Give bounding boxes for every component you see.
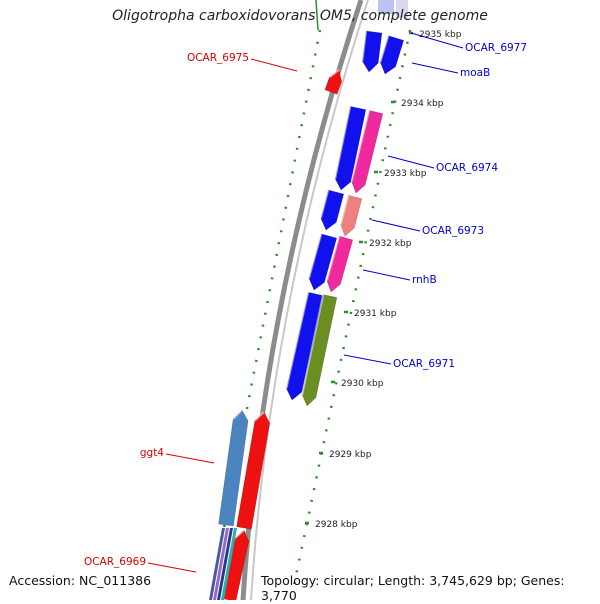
gene-moab-arrow-highlight (379, 35, 390, 63)
gene-name: OCAR_6977 (465, 42, 527, 54)
tick-label: 2928 kbp (315, 520, 358, 530)
gene-name: OCAR_6975 (187, 52, 249, 64)
gene-ocar6971-arrow (285, 291, 325, 401)
gene-small-stripe-2 (213, 528, 229, 600)
tick-label: 2935 kbp (419, 30, 462, 40)
gene-ocar6971-arrow-highlight (285, 292, 310, 389)
tick-mark: 2931 kbp (344, 309, 397, 319)
gene-name: moaB (460, 67, 490, 79)
tick-label: 2929 kbp (329, 450, 372, 460)
gene-small-stripe-4 (221, 528, 237, 600)
gene-small-stripe-1 (209, 528, 225, 600)
gene-ggt4-arrow-highlight (232, 409, 243, 420)
tick-mark: 2929 kbp (319, 450, 372, 460)
leader-line (250, 58, 298, 72)
gene-ocar6973-arrow-highlight (319, 189, 330, 219)
leader-line (410, 32, 464, 49)
gene-small-stripe-3 (217, 528, 233, 600)
gene-name: OCAR_6969 (84, 556, 146, 568)
tick-label: 2930 kbp (341, 379, 384, 389)
leader-line (371, 219, 421, 232)
tick-label: 2931 kbp (354, 309, 397, 319)
gene-ocar6975-arrow (324, 69, 343, 95)
gene-pink-a (350, 109, 384, 194)
gene-name: OCAR_6973 (422, 225, 484, 237)
leader-line (147, 562, 197, 573)
gene-olive (301, 294, 338, 407)
gene-label-ocar-6969: OCAR_6969 (84, 556, 197, 573)
gene-olive-highlight (301, 294, 325, 395)
topology-label: Topology: circular; Length: 3,745,629 bp… (261, 573, 565, 603)
gene-ocar6975-arrow-highlight (328, 69, 340, 78)
gene-ggt4-arrow (218, 409, 249, 527)
gene-rnhb-arrow-highlight (308, 233, 323, 279)
gene-pink-a-highlight (350, 110, 371, 182)
tick-mark: 2932 kbp (359, 239, 412, 249)
gene-ocar6973-arrow (319, 189, 345, 231)
gene-label-ocar-6971: OCAR_6971 (343, 354, 455, 370)
gene-label-ocar-6973: OCAR_6973 (371, 219, 484, 237)
gene-red-reverse-b-highlight (234, 529, 245, 540)
gene-label-moab: moaB (411, 62, 490, 79)
gene-rnhb-arrow (308, 233, 338, 291)
gene-name: OCAR_6974 (436, 162, 498, 174)
guide-stub (315, 0, 319, 31)
gene-faded-2 (396, 0, 408, 18)
gene-ocar6977-arrow-highlight (361, 30, 368, 62)
leader-line (387, 155, 435, 169)
gene-pink-b (325, 235, 354, 293)
tick-layer: 2928 kbp 2929 kbp 2930 kbp 2931 kbp 2932 kbp… (305, 30, 462, 530)
gene-label-ocar-6975: OCAR_6975 (187, 52, 298, 72)
leader-line (362, 269, 411, 281)
genome-title: Oligotropha carboxidovorans OM5, complet… (112, 8, 488, 24)
backbone-shadow (250, 0, 369, 601)
accession-label: Accession: NC_011386 (9, 573, 152, 588)
leader-line (343, 354, 392, 365)
gene-ocar6977-arrow (361, 30, 383, 73)
tick-mark: 2928 kbp (305, 520, 358, 530)
leader-line (165, 453, 215, 464)
gene-salmon-highlight (339, 195, 350, 225)
gene-label-rnhb: rnhB (362, 269, 437, 286)
tick-mark: 2930 kbp (331, 379, 384, 389)
label-layer: OCAR_6977 moaB OCAR_6974 OCAR_6973 rnhB OCAR_… (84, 32, 527, 573)
gene-label-ocar-6977: OCAR_6977 (410, 32, 527, 54)
gene-ocar6974-arrow-highlight (334, 106, 352, 179)
gene-name: ggt4 (140, 447, 164, 459)
tick-mark: 2933 kbp (374, 169, 427, 179)
gene-moab-arrow-body (379, 35, 405, 75)
gene-label-ocar-6974: OCAR_6974 (387, 155, 498, 174)
gene-name: OCAR_6971 (393, 358, 455, 370)
leader-line (411, 62, 459, 74)
gene-salmon (339, 194, 363, 237)
gene-red-reverse-a-highlight (254, 411, 265, 422)
gene-pink-b-highlight (325, 235, 341, 281)
gene-moab-arrow (379, 35, 405, 75)
gene-ocar6974-arrow (334, 106, 367, 191)
gene-faded-1 (378, 0, 394, 14)
feature-layer (209, 0, 408, 602)
tick-mark: 2934 kbp (391, 99, 444, 109)
gene-name: rnhB (412, 274, 437, 286)
gene-red-reverse-a (236, 411, 271, 530)
gene-label-ggt4: ggt4 (140, 447, 215, 464)
backbone-line (240, 0, 364, 601)
tick-label: 2934 kbp (401, 99, 444, 109)
tick-label: 2933 kbp (384, 169, 427, 179)
tick-label: 2932 kbp (369, 239, 412, 249)
